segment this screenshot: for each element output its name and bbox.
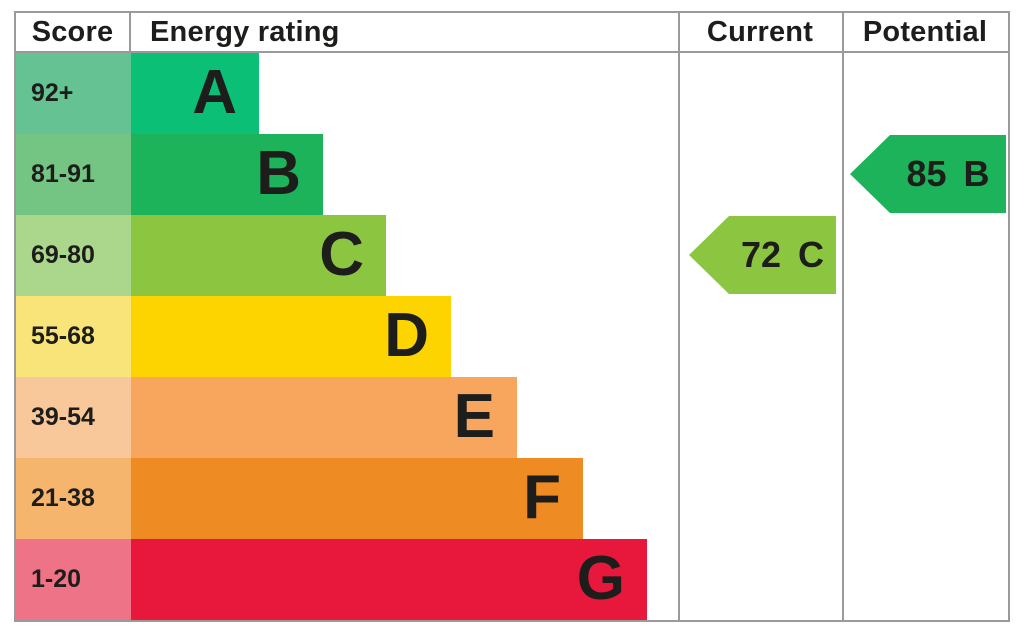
current-rating-letter: C [798, 234, 825, 275]
band-letter-g: G [576, 543, 625, 613]
current-rating-value: 72 [740, 234, 782, 275]
band-letter-f: F [523, 462, 561, 532]
score-range-g: 1-20 [16, 539, 131, 620]
score-range-a: 92+ [16, 53, 131, 134]
band-row-f: 21-38 F [16, 458, 1008, 539]
band-letter-e: E [453, 381, 495, 451]
band-row-b: 81-91 B [16, 134, 1008, 215]
band-bar-e: E [131, 377, 517, 458]
score-range-e: 39-54 [16, 377, 131, 458]
score-range-b: 81-91 [16, 134, 131, 215]
score-range-c: 69-80 [16, 215, 131, 296]
potential-column-header: Potential [862, 15, 988, 48]
band-letter-a: A [192, 57, 237, 127]
potential-rating-value: 85 [906, 153, 947, 194]
band-bar-a: A [131, 53, 259, 134]
band-bar-d: D [131, 296, 451, 377]
band-row-a: 92+ A [16, 53, 1008, 134]
band-bar-f: F [131, 458, 583, 539]
band-bar-g: G [131, 539, 647, 620]
score-column-header: Score [16, 13, 131, 51]
potential-rating-letter: B [963, 153, 990, 194]
table-header-row: Score Energy rating Current Potential [16, 13, 1008, 53]
score-range-d: 55-68 [16, 296, 131, 377]
epc-table: Score Energy rating Current Potential 92… [14, 11, 1010, 622]
band-row-d: 55-68 D [16, 296, 1008, 377]
energy-rating-column-header: Energy rating [150, 15, 340, 48]
band-row-c: 69-80 C [16, 215, 1008, 296]
potential-column-divider [842, 13, 844, 620]
band-row-e: 39-54 E [16, 377, 1008, 458]
band-bar-c: C [131, 215, 386, 296]
band-bar-b: B [131, 134, 323, 215]
current-column-divider [678, 13, 680, 620]
score-range-f: 21-38 [16, 458, 131, 539]
band-letter-d: D [384, 300, 429, 370]
band-row-g: 1-20 G [16, 539, 1008, 620]
band-letter-b: B [256, 138, 301, 208]
band-letter-c: C [319, 219, 364, 289]
current-column-header: Current [706, 15, 814, 48]
